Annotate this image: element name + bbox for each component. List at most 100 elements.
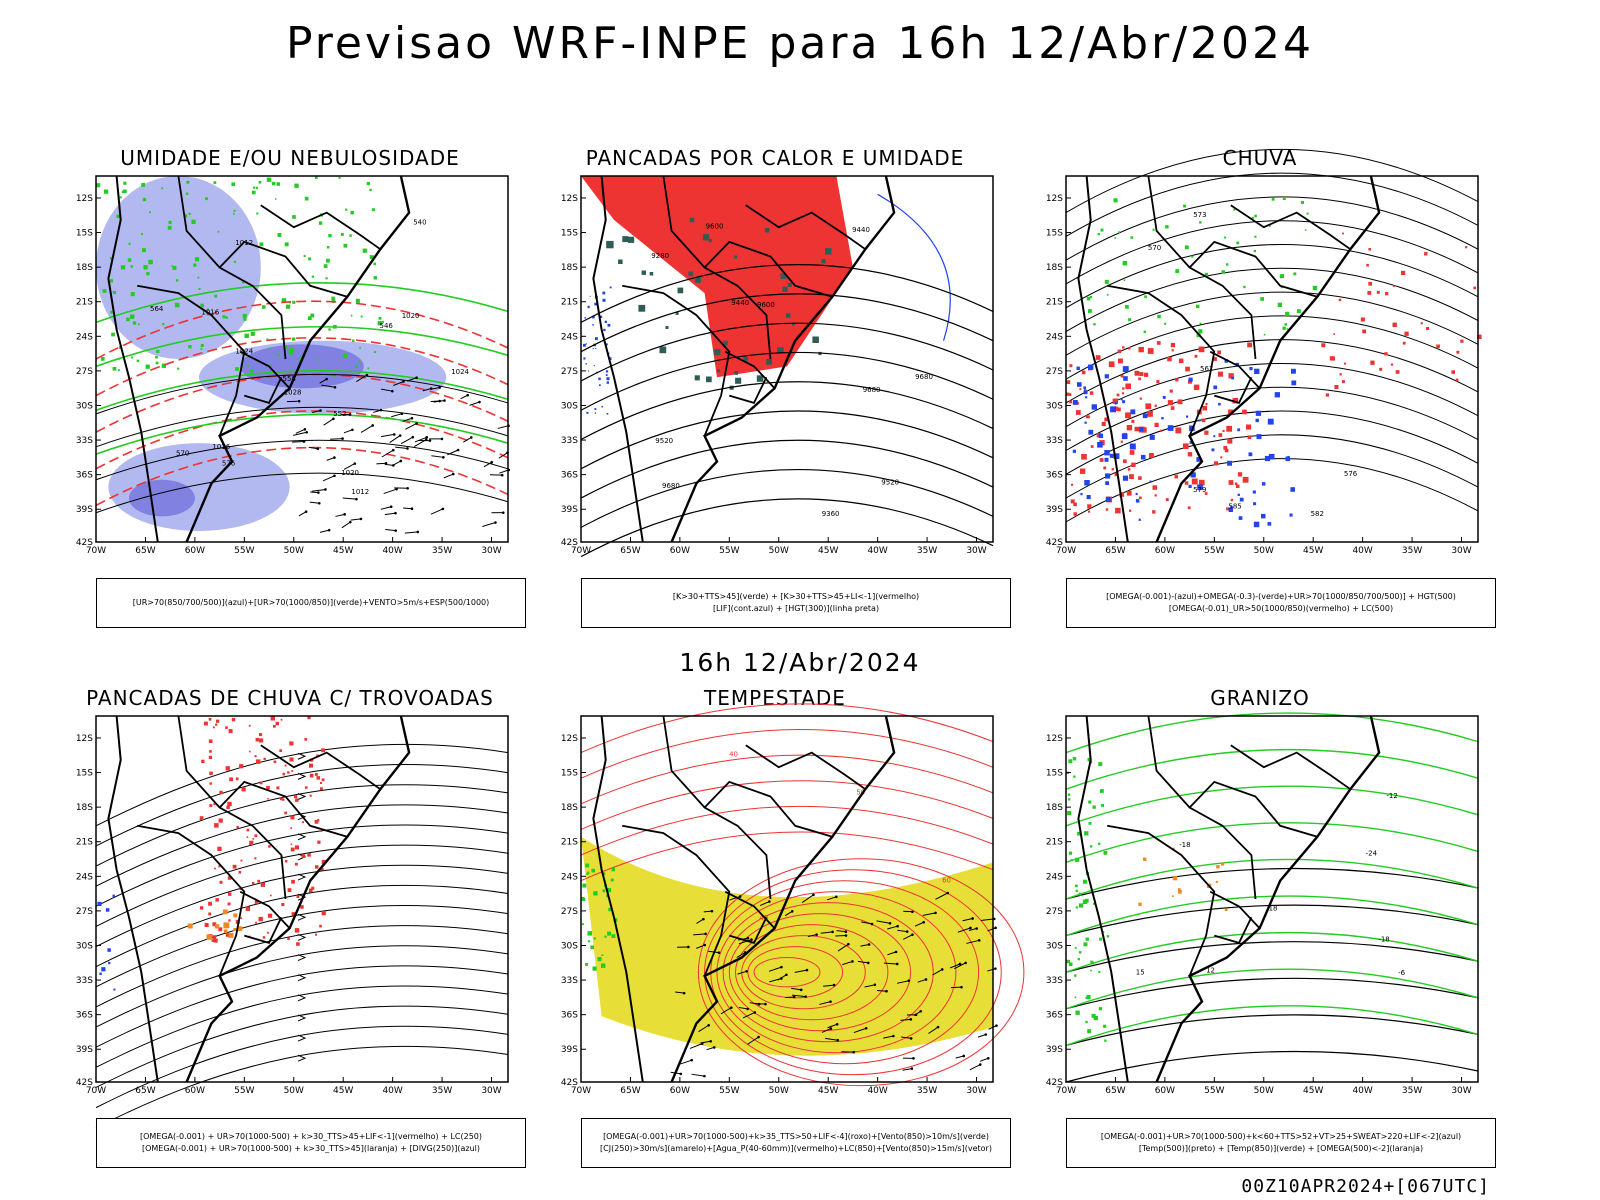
- vector-head: [319, 409, 322, 412]
- wind-vector: [312, 410, 321, 414]
- green-humidity-speck: [168, 220, 172, 225]
- lon-tick-label: 45W: [818, 1086, 838, 1096]
- contour-label: -24: [1366, 850, 1378, 858]
- storm-red-speck: [199, 816, 204, 820]
- lat-tick-label: 24S: [76, 332, 93, 342]
- green-humidity-speck: [275, 198, 277, 200]
- omega-orange-speck: [1178, 888, 1181, 891]
- legend-line: [OMEGA(-0.001) + UR>70(1000-500) + k>30_…: [139, 1132, 483, 1141]
- green-humidity-speck: [177, 367, 180, 370]
- storm-red-speck: [259, 781, 263, 785]
- storm-orange-speck: [215, 924, 220, 929]
- vector-head: [971, 917, 974, 920]
- lifted-index-speck: [602, 298, 606, 302]
- rain-green-speck: [1157, 314, 1161, 319]
- rain-green-speck: [1254, 214, 1257, 218]
- green-humidity-speck: [102, 289, 107, 293]
- storm-red-speck: [204, 721, 208, 726]
- vector-head: [303, 428, 307, 431]
- storm-red-speck: [284, 764, 287, 767]
- contour-label: 546: [380, 322, 394, 330]
- vector-head: [469, 436, 473, 439]
- rain-red-speck: [1069, 364, 1073, 368]
- rain-red-speck: [1126, 490, 1132, 496]
- rain-blue-speck: [1110, 406, 1116, 413]
- hgt500-contour: [1065, 267, 1479, 332]
- storm-orange-speck: [206, 934, 212, 940]
- country-border: [137, 284, 246, 437]
- rain-red-speck: [1170, 342, 1176, 348]
- vector-head: [415, 376, 418, 379]
- vector-head: [940, 968, 944, 971]
- rain-red-speck: [1114, 472, 1119, 477]
- rain-green-speck: [1304, 229, 1307, 231]
- green-humidity-speck: [369, 255, 374, 260]
- teal-convection-speck: [659, 346, 667, 354]
- wind-vector: [861, 921, 873, 925]
- green-humidity-speck: [123, 181, 127, 185]
- green-humidity-speck: [345, 208, 348, 211]
- wind-vector: [343, 429, 353, 434]
- rain-blue-speck: [1077, 382, 1082, 387]
- storm-red-speck: [228, 729, 233, 734]
- country-border: [1188, 780, 1318, 838]
- teal-convection-speck: [622, 236, 629, 243]
- lat-tick-label: 27S: [561, 367, 578, 377]
- vector-head: [490, 460, 494, 464]
- lon-tick-label: 70W: [86, 546, 106, 556]
- vector-head: [348, 520, 352, 524]
- storm-red-speck: [241, 787, 246, 792]
- wind-vector: [376, 462, 387, 465]
- rain-red-speck: [1081, 454, 1087, 460]
- teal-convection-speck: [628, 236, 635, 243]
- green-humidity-speck: [116, 214, 120, 218]
- rain-red-speck: [1228, 480, 1234, 485]
- rain-red-speck: [1228, 373, 1234, 379]
- lifted-index-speck: [606, 377, 610, 381]
- vector-head: [717, 951, 721, 954]
- lat-tick-label: 42S: [76, 1078, 93, 1088]
- rain-red-speck: [1384, 352, 1388, 356]
- rain-blue-speck: [1285, 456, 1291, 462]
- rain-green-speck: [1199, 322, 1202, 325]
- rain-red-speck: [1401, 270, 1406, 275]
- west-coastline: [592, 715, 644, 1083]
- storm-red-speck: [268, 845, 271, 848]
- teal-convection-speck: [618, 259, 623, 264]
- lon-tick-label: 40W: [867, 1086, 887, 1096]
- contour-label: 564: [150, 305, 164, 313]
- wind-vector: [380, 506, 392, 510]
- west-coastline: [1077, 715, 1129, 1083]
- lat-tick-label: 18S: [561, 263, 578, 273]
- temp850-contour: [1065, 1005, 1479, 1047]
- temp850-contour: [1065, 858, 1479, 900]
- wind850-green-speck: [590, 945, 594, 950]
- east-coastline: [1155, 715, 1381, 1083]
- vector-head: [305, 430, 309, 434]
- rain-blue-speck: [1190, 472, 1196, 478]
- green-humidity-speck: [174, 302, 180, 308]
- storm-red-speck: [284, 811, 287, 815]
- legend-box: [OMEGA(-0.001)-(azul)+OMEGA(-0.3)-(verde…: [1066, 578, 1496, 628]
- wind850-green-speck: [597, 957, 602, 962]
- storm-red-speck: [321, 859, 326, 865]
- green-humidity-speck: [130, 265, 133, 268]
- lifted-index-speck: [605, 370, 609, 373]
- rain-green-speck: [1221, 270, 1226, 274]
- lat-tick-label: 24S: [561, 872, 578, 882]
- green-humidity-speck: [100, 357, 105, 361]
- temp850-green-speck: [1085, 997, 1087, 999]
- temp850-green-speck: [1091, 961, 1094, 965]
- rain-blue-speck: [1083, 390, 1088, 395]
- streamline: [95, 965, 509, 1048]
- lifted-index-speck: [584, 317, 586, 319]
- rain-blue-speck: [1248, 452, 1253, 457]
- temp500-contour: [1065, 977, 1479, 1010]
- vector-head: [757, 1002, 761, 1006]
- storm-red-speck: [260, 882, 265, 887]
- green-humidity-speck: [143, 265, 148, 270]
- vector-head: [805, 968, 809, 972]
- lat-tick-label: 39S: [561, 505, 578, 515]
- green-humidity-speck: [171, 265, 173, 267]
- green-humidity-speck: [292, 215, 296, 219]
